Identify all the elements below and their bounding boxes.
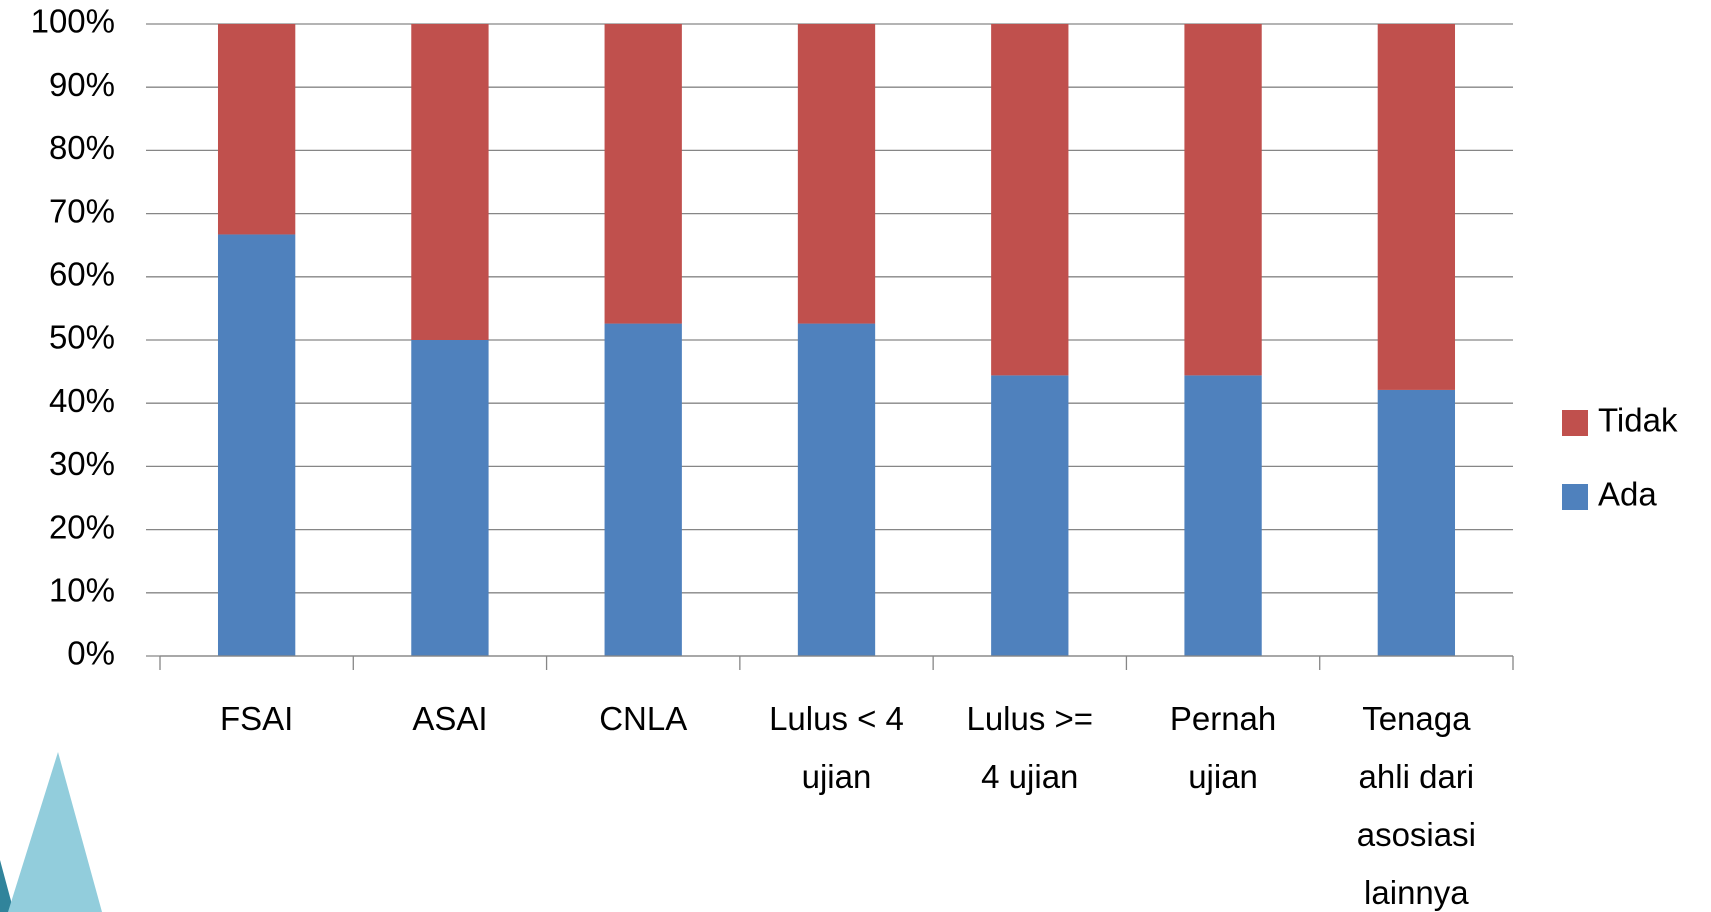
y-tick-label: 40% bbox=[49, 382, 115, 419]
y-tick-label: 30% bbox=[49, 445, 115, 482]
x-tick-label: Tenaga ahli dari asosiasi lainnya bbox=[1356, 700, 1476, 911]
x-tick-label: Lulus >= 4 ujian bbox=[966, 700, 1094, 795]
y-tick-label: 20% bbox=[49, 508, 115, 545]
legend-swatch bbox=[1562, 410, 1588, 436]
y-tick-label: 10% bbox=[49, 572, 115, 609]
bar bbox=[991, 375, 1069, 656]
bar bbox=[604, 24, 682, 324]
bar bbox=[797, 24, 876, 324]
legend-label: Ada bbox=[1598, 476, 1657, 513]
bar bbox=[604, 323, 682, 656]
bar bbox=[411, 340, 489, 656]
bar bbox=[1184, 375, 1262, 656]
bar bbox=[797, 323, 876, 656]
legend-swatch bbox=[1562, 484, 1588, 510]
bar bbox=[991, 24, 1069, 376]
y-tick-label: 80% bbox=[49, 129, 115, 166]
bar bbox=[217, 24, 296, 235]
bar bbox=[1184, 24, 1262, 376]
decor-triangle bbox=[8, 752, 102, 912]
y-tick-label: 70% bbox=[49, 192, 115, 229]
legend-label: Tidak bbox=[1598, 402, 1678, 439]
x-tick-label: ASAI bbox=[412, 700, 488, 737]
y-tick-label: 90% bbox=[49, 66, 115, 103]
x-tick-label: FSAI bbox=[219, 700, 294, 737]
bar bbox=[1377, 389, 1456, 656]
bar bbox=[411, 24, 489, 340]
x-tick-label: CNLA bbox=[599, 700, 688, 737]
x-tick-label: Pernah ujian bbox=[1169, 700, 1277, 795]
x-tick-label: Lulus < 4 ujian bbox=[769, 700, 904, 795]
y-tick-label: 50% bbox=[49, 319, 115, 356]
y-tick-label: 100% bbox=[31, 3, 115, 40]
y-tick-label: 0% bbox=[67, 635, 115, 672]
y-tick-label: 60% bbox=[49, 256, 115, 293]
bar bbox=[217, 234, 296, 656]
bar bbox=[1377, 24, 1456, 390]
decor-triangle bbox=[0, 860, 14, 912]
